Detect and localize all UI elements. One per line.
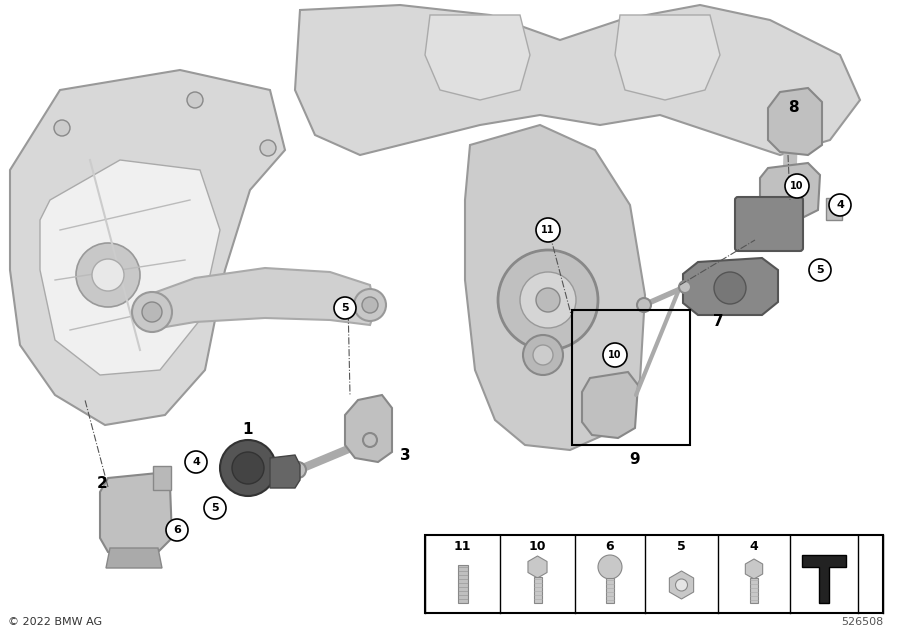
Text: 5: 5: [341, 303, 349, 313]
Circle shape: [220, 440, 276, 496]
Circle shape: [523, 335, 563, 375]
Bar: [534, 577, 542, 603]
Circle shape: [598, 555, 622, 579]
Text: 2: 2: [96, 476, 107, 491]
Circle shape: [354, 289, 386, 321]
Circle shape: [204, 497, 226, 519]
Text: 10: 10: [790, 181, 804, 191]
Polygon shape: [10, 70, 285, 425]
Polygon shape: [40, 160, 220, 375]
Circle shape: [714, 272, 746, 304]
Circle shape: [54, 120, 70, 136]
Text: 526508: 526508: [841, 617, 883, 627]
Circle shape: [603, 343, 627, 367]
Circle shape: [232, 452, 264, 484]
Text: 4: 4: [750, 541, 759, 554]
Text: 10: 10: [608, 350, 622, 360]
Text: 4: 4: [836, 200, 844, 210]
Bar: [425, 535, 883, 613]
Text: © 2022 BMW AG: © 2022 BMW AG: [8, 617, 102, 627]
Circle shape: [679, 281, 691, 293]
Text: 9: 9: [630, 452, 640, 467]
Text: 6: 6: [173, 525, 181, 535]
Text: 7: 7: [713, 314, 724, 329]
Text: 3: 3: [400, 449, 410, 464]
Circle shape: [785, 174, 809, 198]
Polygon shape: [760, 163, 820, 218]
Circle shape: [809, 259, 831, 281]
Text: 1: 1: [243, 423, 253, 437]
Polygon shape: [582, 372, 638, 438]
Bar: [572, 310, 690, 445]
Circle shape: [637, 298, 651, 312]
Bar: [457, 565, 467, 603]
Text: 5: 5: [212, 503, 219, 513]
Polygon shape: [615, 15, 720, 100]
Polygon shape: [683, 258, 778, 315]
Text: 4: 4: [192, 457, 200, 467]
Circle shape: [166, 519, 188, 541]
Circle shape: [676, 579, 688, 591]
Polygon shape: [465, 125, 645, 450]
Circle shape: [142, 302, 162, 322]
Bar: [750, 578, 758, 603]
Polygon shape: [295, 5, 860, 155]
Circle shape: [260, 140, 276, 156]
Circle shape: [536, 288, 560, 312]
Circle shape: [132, 292, 172, 332]
Text: 5: 5: [816, 265, 824, 275]
Polygon shape: [270, 455, 300, 488]
Polygon shape: [100, 473, 172, 556]
Circle shape: [187, 92, 203, 108]
Bar: [826, 198, 842, 220]
Text: 11: 11: [541, 225, 554, 235]
Text: 5: 5: [677, 541, 686, 554]
Circle shape: [76, 243, 140, 307]
Circle shape: [363, 433, 377, 447]
Circle shape: [185, 451, 207, 473]
Bar: [606, 578, 614, 603]
Text: 11: 11: [454, 541, 472, 554]
Circle shape: [533, 345, 553, 365]
Circle shape: [92, 259, 124, 291]
Polygon shape: [345, 395, 392, 462]
Polygon shape: [148, 268, 375, 330]
Text: 6: 6: [606, 541, 615, 554]
Bar: [153, 466, 171, 490]
Circle shape: [362, 297, 378, 313]
Text: 10: 10: [529, 541, 546, 554]
Polygon shape: [106, 548, 162, 568]
Circle shape: [536, 218, 560, 242]
Circle shape: [290, 462, 306, 478]
FancyBboxPatch shape: [735, 197, 803, 251]
Polygon shape: [425, 15, 530, 100]
Circle shape: [520, 272, 576, 328]
Circle shape: [334, 297, 356, 319]
Circle shape: [829, 194, 851, 216]
Polygon shape: [768, 88, 822, 155]
Text: 8: 8: [788, 100, 798, 115]
Polygon shape: [802, 555, 846, 603]
Circle shape: [498, 250, 598, 350]
